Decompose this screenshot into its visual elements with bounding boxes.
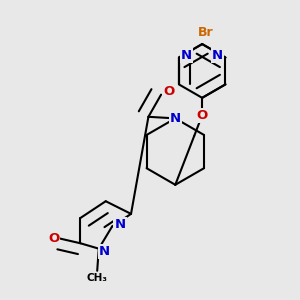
Text: O: O xyxy=(196,109,208,122)
Text: N: N xyxy=(181,50,192,62)
Text: Br: Br xyxy=(197,26,213,39)
Text: CH₃: CH₃ xyxy=(87,273,108,283)
Text: N: N xyxy=(114,218,125,231)
Text: O: O xyxy=(48,232,59,245)
Text: O: O xyxy=(163,85,175,98)
Text: N: N xyxy=(212,50,223,62)
Text: N: N xyxy=(170,112,181,125)
Text: N: N xyxy=(99,245,110,258)
